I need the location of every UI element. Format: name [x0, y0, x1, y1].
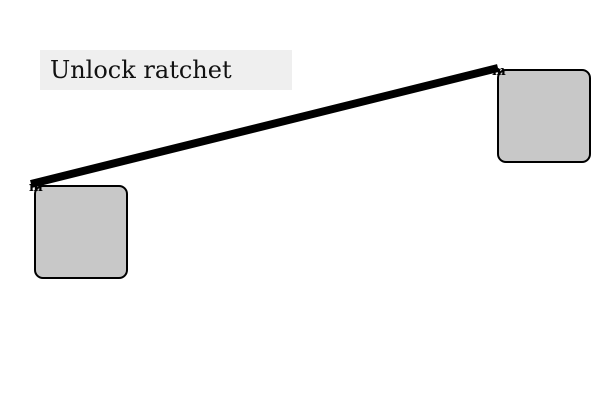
left-anchor-label: m: [29, 180, 43, 195]
left-block[interactable]: [34, 185, 128, 279]
right-block[interactable]: [497, 69, 591, 163]
right-anchor-label: m: [492, 64, 506, 79]
instruction-label: Unlock ratchet: [40, 50, 292, 90]
ratchet-bar[interactable]: [30, 64, 499, 188]
